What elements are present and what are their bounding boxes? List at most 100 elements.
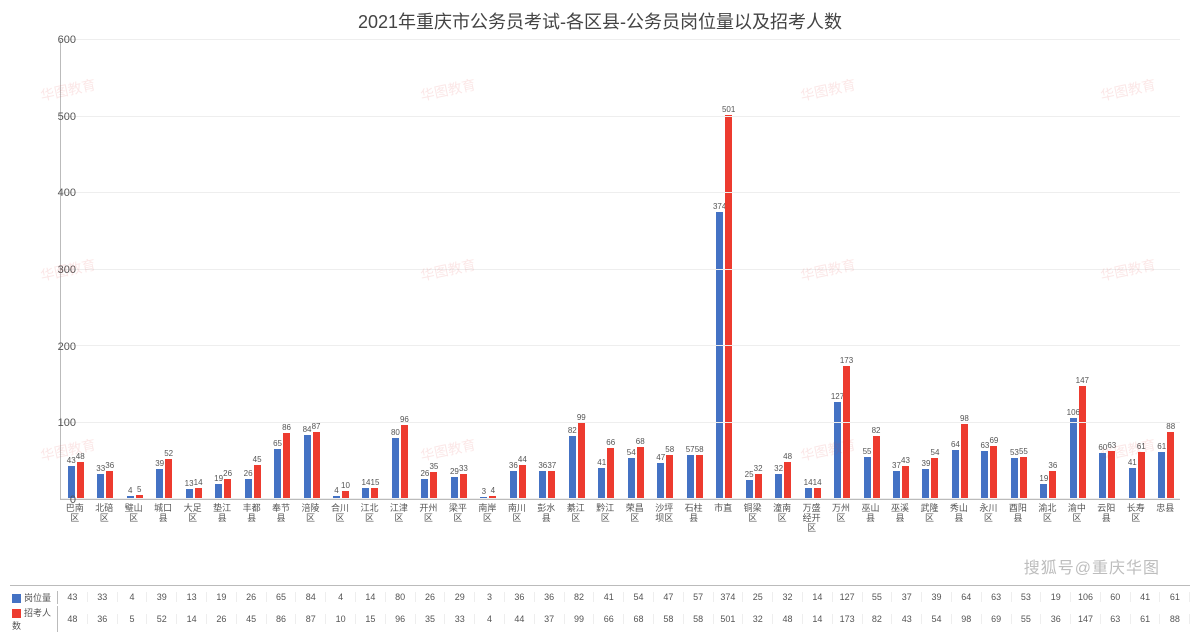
x-category-label: 沙坪坝区 [653,504,675,524]
table-cell: 44 [505,614,535,624]
x-category-label: 城口县 [152,504,174,524]
table-cell: 4 [475,614,505,624]
positions-bar [245,479,252,499]
table-cell: 55 [1012,614,1042,624]
bar-value-label: 4 [483,486,503,495]
x-category-label: 市直 [712,504,734,514]
bar-value-label: 36 [100,461,120,470]
bar-value-label: 86 [277,423,297,432]
bar-value-label: 15 [365,478,385,487]
x-category-label: 石柱县 [683,504,705,524]
table-cell: 4 [118,592,148,602]
positions-bar [1011,458,1018,499]
positions-bar [510,471,517,499]
table-cell: 32 [743,614,773,624]
recruits-bar [784,462,791,499]
positions-bar [421,479,428,499]
recruits-bar [1138,452,1145,499]
bar-value-label: 61 [1131,442,1151,451]
positions-bar [451,477,458,499]
legend-entry: 招考人数 [10,606,58,632]
bar-value-label: 26 [218,469,238,478]
table-cell: 48 [773,614,803,624]
positions-bar [952,450,959,499]
table-cell: 127 [833,592,863,602]
table-cell: 69 [982,614,1012,624]
positions-bar [922,469,929,499]
bar-value-label: 87 [306,422,326,431]
bars-layer: 4348333645395213141926264565868487410141… [61,40,1180,499]
positions-bar [834,402,841,499]
x-category-label: 黔江区 [594,504,616,524]
table-cell: 88 [1160,614,1190,624]
recruits-bar [1020,457,1027,499]
table-cell: 36 [505,592,535,602]
positions-bar [156,469,163,499]
recruits-bar [401,425,408,499]
table-cell: 99 [565,614,595,624]
x-category-label: 合川区 [329,504,351,524]
positions-bar [1099,453,1106,499]
table-cell: 36 [1041,614,1071,624]
table-cell: 98 [952,614,982,624]
recruits-bar [902,466,909,499]
table-cell: 10 [326,614,356,624]
x-category-label: 南川区 [506,504,528,524]
legend-swatch [12,594,21,603]
table-cell: 87 [296,614,326,624]
x-category-label: 云阳县 [1095,504,1117,524]
positions-bar [539,471,546,499]
bar-value-label: 37 [542,461,562,470]
table-cell: 45 [237,614,267,624]
bar-value-label: 68 [630,437,650,446]
bar-value-label: 48 [778,452,798,461]
recruits-bar [931,458,938,499]
recruits-bar [578,423,585,499]
positions-bar [775,474,782,499]
bar-value-label: 52 [159,449,179,458]
recruits-bar [1079,386,1086,499]
table-cell: 68 [624,614,654,624]
bar-value-label: 58 [660,445,680,454]
table-cell: 60 [1101,592,1131,602]
bar-value-label: 32 [748,464,768,473]
table-cell: 58 [654,614,684,624]
table-cell: 66 [594,614,624,624]
table-cell: 63 [982,592,1012,602]
table-cell: 47 [654,592,684,602]
recruits-bar [519,465,526,499]
gridline [61,192,1180,193]
recruits-bar [873,436,880,499]
x-category-label: 梁平区 [447,504,469,524]
recruits-bar [460,474,467,499]
positions-bar [569,436,576,499]
table-cell: 14 [177,614,207,624]
y-tick-label: 400 [58,187,76,199]
bar-value-label: 35 [424,462,444,471]
x-category-label: 永川区 [977,504,999,524]
bar-value-label: 147 [1072,376,1092,385]
table-cell: 5 [118,614,148,624]
recruits-bar [77,462,84,499]
table-cell: 58 [684,614,714,624]
table-cell: 61 [1131,614,1161,624]
bar-value-label: 10 [336,481,356,490]
table-cell: 33 [88,592,118,602]
bar-value-label: 55 [1013,447,1033,456]
table-cell: 63 [1101,614,1131,624]
table-row: 招考人数483655214264586871015963533444379966… [10,608,1190,630]
recruits-bar [224,479,231,499]
positions-bar [304,435,311,499]
table-cell: 64 [952,592,982,602]
x-category-label: 万盛经开区 [801,504,823,534]
positions-bar [392,438,399,499]
positions-bar [274,449,281,499]
x-category-label: 巫山县 [860,504,882,524]
recruits-bar [961,424,968,499]
chart-title: 2021年重庆市公务员考试-各区县-公务员岗位量以及招考人数 [0,0,1200,34]
table-cell: 3 [475,592,505,602]
x-category-label: 綦江区 [565,504,587,524]
positions-bar [1129,468,1136,499]
x-category-label: 万州区 [830,504,852,524]
positions-bar [215,484,222,499]
